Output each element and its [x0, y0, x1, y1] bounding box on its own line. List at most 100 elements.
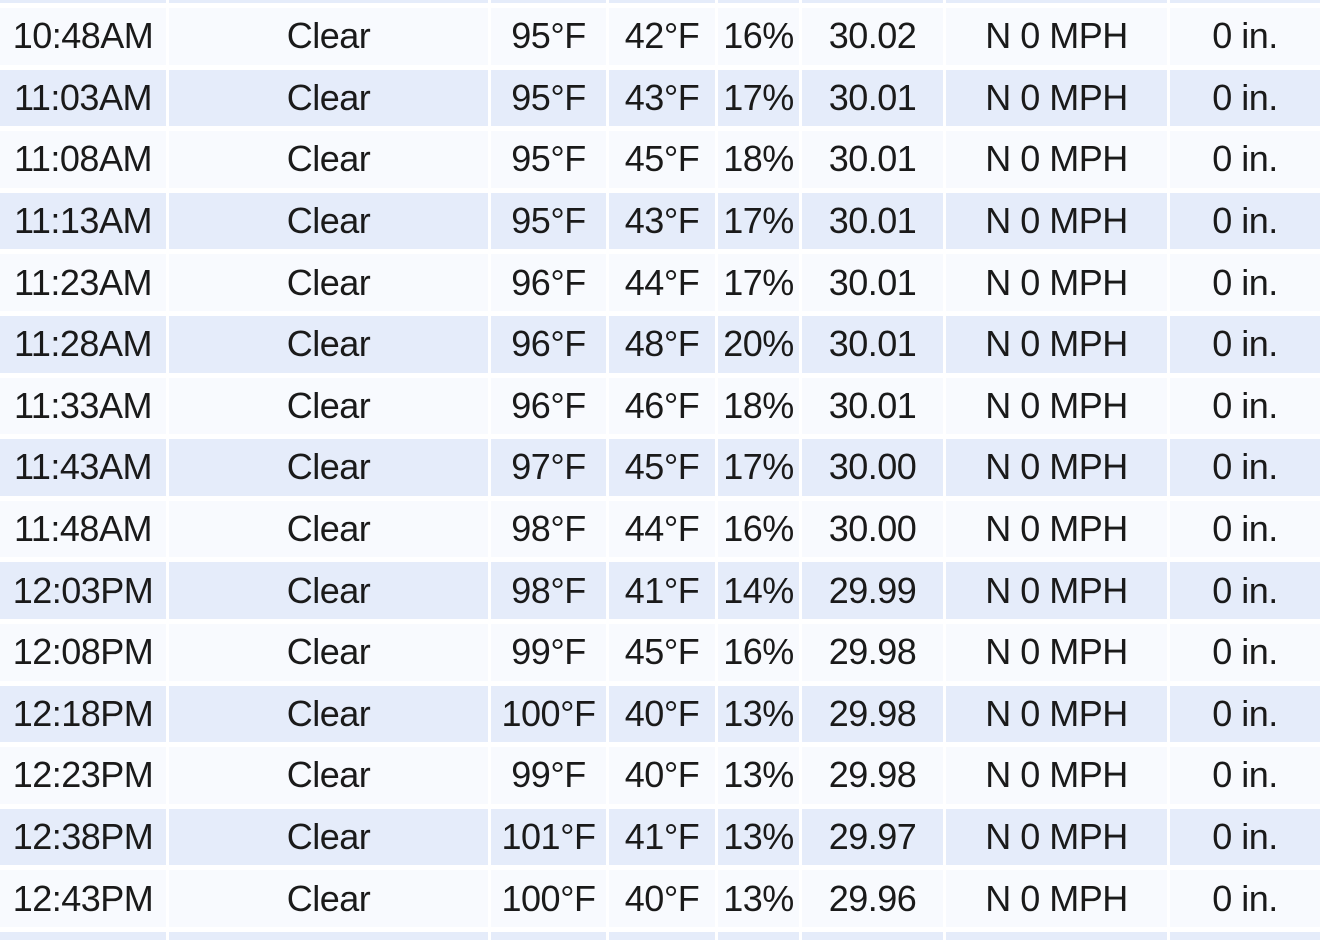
cell-temperature: 96°F	[491, 315, 606, 373]
cell-humidity: 13%	[718, 870, 799, 927]
cell-time: 11:03AM	[0, 69, 166, 127]
cell-temperature: 99°F	[491, 747, 606, 804]
cell-dew-point: 41°F	[609, 808, 715, 866]
cell-time: 12:18PM	[0, 685, 166, 743]
table-row: 12:18PM Clear 100°F 40°F 13% 29.98 N 0 M…	[0, 685, 1320, 743]
cell-precipitation: 0 in.	[1170, 747, 1320, 804]
cell-precipitation: 0 in.	[1170, 562, 1320, 619]
cell-wind: N 0 MPH	[946, 254, 1167, 311]
cell-precipitation: 0 in.	[1170, 808, 1320, 866]
cell-precipitation: 0 in.	[1170, 8, 1320, 65]
cell-pressure: 29.98	[802, 623, 943, 681]
cell-condition: Clear	[169, 747, 488, 804]
cell-wind: N 0 MPH	[946, 870, 1167, 927]
cell-time: 12:08PM	[0, 623, 166, 681]
cell-precipitation: 0 in.	[1170, 377, 1320, 435]
table-row: 12:23PM Clear 99°F 40°F 13% 29.98 N 0 MP…	[0, 747, 1320, 804]
cell-wind	[946, 0, 1167, 3]
cell-time: 11:08AM	[0, 131, 166, 188]
table-row: 11:33AM Clear 96°F 46°F 18% 30.01 N 0 MP…	[0, 377, 1320, 435]
cell-time: 11:33AM	[0, 377, 166, 435]
cell-wind: N 0 MPH	[946, 562, 1167, 619]
cell-condition: Clear	[169, 254, 488, 311]
cell-condition: Clear	[169, 808, 488, 866]
cell-dew-point: 44°F	[609, 254, 715, 311]
cell-wind: N 0 MPH	[946, 377, 1167, 435]
cell-condition	[169, 931, 488, 940]
cell-temperature	[491, 0, 606, 3]
cell-dew-point: 43°F	[609, 192, 715, 250]
cell-temperature: 95°F	[491, 131, 606, 188]
cell-humidity: 18%	[718, 131, 799, 188]
cell-precipitation: 0 in.	[1170, 192, 1320, 250]
cell-dew-point: 46°F	[609, 377, 715, 435]
cell-humidity: 18%	[718, 377, 799, 435]
cell-condition: Clear	[169, 315, 488, 373]
cell-pressure: 30.00	[802, 439, 943, 496]
cell-condition: Clear	[169, 69, 488, 127]
cell-pressure	[802, 0, 943, 3]
cell-wind: N 0 MPH	[946, 315, 1167, 373]
table-row: 12:43PM Clear 100°F 40°F 13% 29.96 N 0 M…	[0, 870, 1320, 927]
cell-condition: Clear	[169, 685, 488, 743]
cell-temperature: 98°F	[491, 562, 606, 619]
cell-temperature: 100°F	[491, 870, 606, 927]
cell-humidity: 16%	[718, 623, 799, 681]
cell-time: 12:23PM	[0, 747, 166, 804]
cell-dew-point	[609, 931, 715, 940]
cell-pressure: 29.96	[802, 870, 943, 927]
cell-humidity	[718, 931, 799, 940]
table-row: 11:28AM Clear 96°F 48°F 20% 30.01 N 0 MP…	[0, 315, 1320, 373]
cell-dew-point: 41°F	[609, 562, 715, 619]
cell-dew-point: 42°F	[609, 8, 715, 65]
cell-humidity: 17%	[718, 439, 799, 496]
cell-time: 11:13AM	[0, 192, 166, 250]
cell-time: 11:23AM	[0, 254, 166, 311]
cell-time: 12:03PM	[0, 562, 166, 619]
cell-condition	[169, 0, 488, 3]
cell-humidity: 16%	[718, 8, 799, 65]
cell-condition: Clear	[169, 192, 488, 250]
cell-dew-point: 44°F	[609, 500, 715, 558]
cell-dew-point: 43°F	[609, 69, 715, 127]
cell-time: 12:38PM	[0, 808, 166, 866]
cell-precipitation: 0 in.	[1170, 131, 1320, 188]
cell-precipitation	[1170, 0, 1320, 3]
cell-dew-point: 40°F	[609, 685, 715, 743]
cell-temperature: 96°F	[491, 254, 606, 311]
table-row: 11:03AM Clear 95°F 43°F 17% 30.01 N 0 MP…	[0, 69, 1320, 127]
cell-precipitation: 0 in.	[1170, 69, 1320, 127]
cell-pressure: 29.98	[802, 747, 943, 804]
cell-condition: Clear	[169, 500, 488, 558]
cell-wind	[946, 931, 1167, 940]
table-row: 11:43AM Clear 97°F 45°F 17% 30.00 N 0 MP…	[0, 439, 1320, 496]
cell-time: 11:43AM	[0, 439, 166, 496]
cell-wind: N 0 MPH	[946, 747, 1167, 804]
cell-condition: Clear	[169, 439, 488, 496]
cell-dew-point: 40°F	[609, 870, 715, 927]
cell-humidity	[718, 0, 799, 3]
cell-precipitation: 0 in.	[1170, 623, 1320, 681]
cell-dew-point: 48°F	[609, 315, 715, 373]
cell-humidity: 17%	[718, 192, 799, 250]
cell-pressure: 29.98	[802, 685, 943, 743]
table-row	[0, 0, 1320, 3]
cell-wind: N 0 MPH	[946, 500, 1167, 558]
cell-wind: N 0 MPH	[946, 131, 1167, 188]
cell-time: 10:48AM	[0, 8, 166, 65]
cell-humidity: 17%	[718, 69, 799, 127]
cell-precipitation: 0 in.	[1170, 500, 1320, 558]
cell-wind: N 0 MPH	[946, 69, 1167, 127]
table-row: 12:03PM Clear 98°F 41°F 14% 29.99 N 0 MP…	[0, 562, 1320, 619]
table-row: 11:13AM Clear 95°F 43°F 17% 30.01 N 0 MP…	[0, 192, 1320, 250]
cell-precipitation: 0 in.	[1170, 685, 1320, 743]
cell-pressure: 30.01	[802, 377, 943, 435]
cell-humidity: 14%	[718, 562, 799, 619]
cell-dew-point	[609, 0, 715, 3]
cell-temperature: 97°F	[491, 439, 606, 496]
cell-wind: N 0 MPH	[946, 685, 1167, 743]
cell-wind: N 0 MPH	[946, 439, 1167, 496]
table-row: 12:08PM Clear 99°F 45°F 16% 29.98 N 0 MP…	[0, 623, 1320, 681]
